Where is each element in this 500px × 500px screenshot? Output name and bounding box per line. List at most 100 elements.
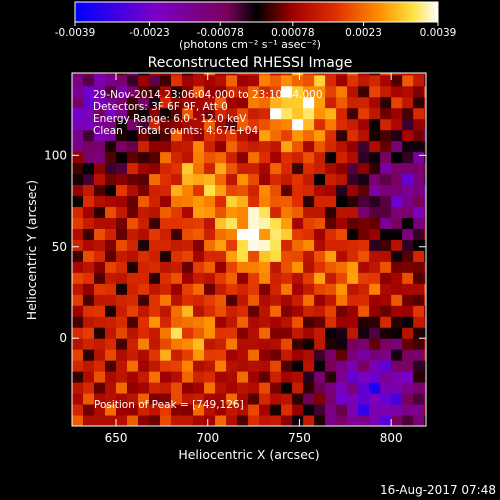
heatmap-cell	[413, 195, 425, 208]
heatmap-cell	[237, 206, 249, 218]
heatmap-cell	[182, 382, 194, 394]
heatmap-cell	[226, 195, 238, 208]
heatmap-cell	[149, 140, 161, 153]
heatmap-cell	[259, 305, 271, 317]
heatmap-cell	[314, 140, 326, 153]
heatmap-cell	[171, 239, 183, 251]
heatmap-cell	[369, 239, 381, 251]
heatmap-cell	[116, 305, 128, 317]
annotation-detectors: Detectors: 3F 6F 9F, Att 0	[93, 101, 228, 113]
heatmap-cell	[193, 327, 205, 339]
heatmap-cell	[292, 360, 304, 372]
heatmap-cell	[391, 349, 403, 361]
heatmap-cell	[424, 129, 426, 142]
heatmap-cell	[336, 316, 348, 328]
heatmap-cell	[215, 272, 227, 284]
heatmap-cell	[149, 261, 161, 273]
heatmap-cell	[358, 371, 370, 383]
heatmap-cell	[226, 393, 238, 405]
heatmap-cell	[270, 294, 282, 306]
heatmap-cell	[391, 151, 403, 164]
heatmap-cell	[215, 239, 227, 251]
x-tick-label: 800	[380, 431, 403, 445]
heatmap-cell	[72, 261, 84, 273]
heatmap-cell	[116, 173, 128, 186]
heatmap-cell	[105, 316, 117, 328]
heatmap-cell	[72, 73, 84, 76]
heatmap-cell	[138, 360, 150, 372]
heatmap-cell	[347, 382, 359, 394]
heatmap-cell	[83, 162, 95, 175]
heatmap-cell	[391, 228, 403, 240]
heatmap-cell	[358, 404, 370, 416]
heatmap-cell	[116, 228, 128, 240]
heatmap-cell	[369, 151, 381, 164]
heatmap-cell	[336, 107, 348, 120]
heatmap-cell	[171, 129, 183, 142]
heatmap-cell	[127, 151, 139, 164]
heatmap-cell	[248, 272, 260, 284]
heatmap-cell	[193, 404, 205, 416]
heatmap-cell	[149, 415, 161, 426]
heatmap-cell	[248, 250, 260, 262]
heatmap-cell	[270, 140, 282, 153]
heatmap-cell	[193, 283, 205, 295]
heatmap-cell	[413, 73, 425, 76]
heatmap-cell	[325, 316, 337, 328]
heatmap-cell	[127, 73, 139, 76]
heatmap-cell	[149, 239, 161, 251]
heatmap-cell	[72, 305, 84, 317]
heatmap-cell	[204, 261, 216, 273]
heatmap-cell	[281, 250, 293, 262]
heatmap-cell	[292, 349, 304, 361]
heatmap-cell	[171, 360, 183, 372]
heatmap-cell	[204, 294, 216, 306]
heatmap-cell	[138, 415, 150, 426]
heatmap-cell	[193, 382, 205, 394]
heatmap-cell	[292, 382, 304, 394]
heatmap-cell	[94, 250, 106, 262]
heatmap-cell	[105, 217, 117, 229]
heatmap-cell	[281, 349, 293, 361]
heatmap-cell	[193, 305, 205, 317]
heatmap-cell	[127, 118, 139, 131]
heatmap-cell	[402, 305, 414, 317]
heatmap-cell	[204, 250, 216, 262]
heatmap-cell	[105, 173, 117, 186]
heatmap-cell	[204, 349, 216, 361]
heatmap-cell	[226, 239, 238, 251]
heatmap-cell	[424, 85, 426, 98]
heatmap-cell	[127, 162, 139, 175]
heatmap-cell	[358, 393, 370, 405]
heatmap-cell	[413, 118, 425, 131]
heatmap-cell	[336, 85, 348, 98]
heatmap-cell	[391, 217, 403, 229]
heatmap-cell	[215, 283, 227, 295]
heatmap-cell	[160, 107, 172, 120]
heatmap-cell	[237, 250, 249, 262]
heatmap-cell	[347, 151, 359, 164]
colorbar-tick-label: 0.0039	[420, 27, 457, 39]
heatmap-cell	[226, 107, 238, 120]
heatmap-cell	[281, 118, 293, 131]
heatmap-cell	[270, 107, 282, 120]
heatmap-cell	[347, 140, 359, 153]
heatmap-cell	[171, 250, 183, 262]
heatmap-cell	[215, 173, 227, 186]
heatmap-cell	[138, 239, 150, 251]
heatmap-cell	[303, 129, 315, 142]
heatmap-cell	[336, 283, 348, 295]
heatmap-cell	[94, 415, 106, 426]
y-axis-label: Heliocentric Y (arcsec)	[24, 180, 39, 320]
heatmap-cell	[204, 239, 216, 251]
heatmap-cell	[391, 173, 403, 186]
heatmap-cell	[171, 206, 183, 218]
heatmap-cell	[237, 74, 249, 87]
heatmap-cell	[325, 140, 337, 153]
heatmap-cell	[72, 162, 84, 175]
heatmap-cell	[127, 349, 139, 361]
heatmap-cell	[72, 184, 84, 197]
heatmap-cell	[160, 261, 172, 273]
heatmap-cell	[380, 74, 392, 87]
